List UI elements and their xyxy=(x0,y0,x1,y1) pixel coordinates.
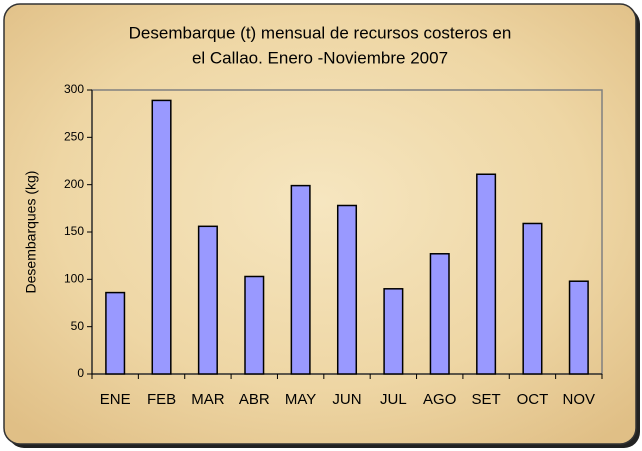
bar xyxy=(568,280,589,375)
x-tick-label: OCT xyxy=(517,391,549,408)
y-tick-label: 150 xyxy=(64,224,84,238)
bar xyxy=(105,291,126,375)
bar xyxy=(429,253,450,375)
bar xyxy=(522,222,543,375)
y-tick-label: 0 xyxy=(77,366,84,380)
bar xyxy=(290,184,311,375)
x-tick-label: NOV xyxy=(563,391,596,408)
x-tick-label: SET xyxy=(471,391,500,408)
chart-title: Desembarque (t) mensual de recursos cost… xyxy=(129,23,512,42)
bar xyxy=(336,204,358,375)
y-axis-label: Desembarques (kg) xyxy=(23,171,39,294)
x-tick-label: FEB xyxy=(147,391,176,408)
x-tick-label: ABR xyxy=(239,391,270,408)
y-tick-label: 300 xyxy=(64,82,84,96)
x-tick-label: ENE xyxy=(100,391,131,408)
x-tick-label: JUL xyxy=(380,391,407,408)
y-tick-label: 200 xyxy=(64,177,84,191)
bar xyxy=(383,288,404,375)
bar xyxy=(476,173,497,375)
x-tick-label: MAR xyxy=(191,391,225,408)
chart-title: el Callao. Enero -Noviembre 2007 xyxy=(192,48,448,67)
bar xyxy=(197,225,218,375)
y-tick-label: 250 xyxy=(64,130,84,144)
x-tick-label: MAY xyxy=(285,391,316,408)
x-tick-label: AGO xyxy=(423,391,456,408)
bar xyxy=(244,275,265,375)
y-tick-label: 50 xyxy=(71,319,85,333)
x-tick-label: JUN xyxy=(332,391,361,408)
y-tick-label: 100 xyxy=(64,272,84,286)
bar xyxy=(151,99,172,375)
